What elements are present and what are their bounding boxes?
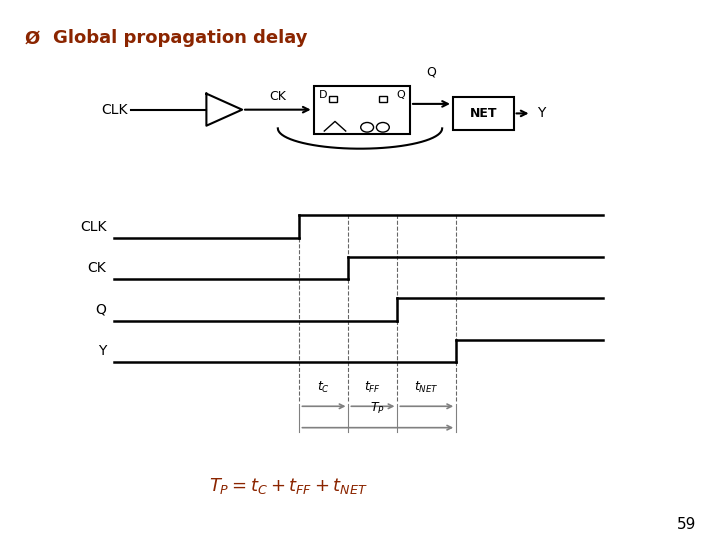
Text: Global propagation delay: Global propagation delay <box>53 30 307 48</box>
Text: $t_{FF}$: $t_{FF}$ <box>364 380 382 395</box>
Text: CK: CK <box>88 261 107 275</box>
Text: Q: Q <box>96 302 107 316</box>
Text: NET: NET <box>469 107 497 120</box>
Text: D: D <box>318 90 327 100</box>
Text: CLK: CLK <box>80 220 107 234</box>
Text: Q: Q <box>426 66 436 79</box>
Text: Y: Y <box>537 106 546 120</box>
Text: CK: CK <box>269 90 287 103</box>
Text: $T_P$: $T_P$ <box>370 401 385 416</box>
Text: $T_P = t_C + t_{FF} + t_{NET}$: $T_P = t_C + t_{FF} + t_{NET}$ <box>210 476 368 496</box>
Text: CLK: CLK <box>102 103 128 117</box>
Bar <box>314 86 410 134</box>
Bar <box>329 96 337 102</box>
Text: Y: Y <box>98 344 107 358</box>
Text: Ø: Ø <box>24 30 40 48</box>
Text: $t_{NET}$: $t_{NET}$ <box>414 380 439 395</box>
Text: Q: Q <box>396 90 405 100</box>
Text: $t_C$: $t_C$ <box>318 380 330 395</box>
Bar <box>453 97 513 130</box>
Text: 59: 59 <box>676 517 696 532</box>
Bar <box>379 96 387 102</box>
